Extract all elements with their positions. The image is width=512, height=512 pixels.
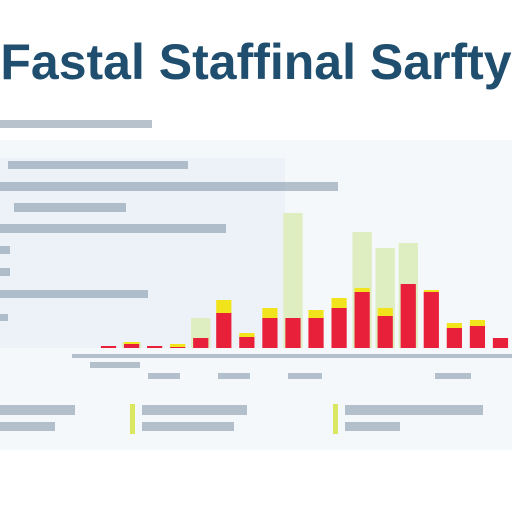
bar [170, 347, 186, 348]
background-bar [283, 213, 303, 348]
bar [308, 310, 324, 318]
bar [469, 326, 486, 348]
scribble [14, 203, 126, 212]
chart-title: Fastal Staffinal Sarfty [0, 34, 511, 90]
bar [262, 308, 278, 318]
bar [170, 344, 186, 347]
scribble [0, 290, 148, 298]
scribble [288, 373, 322, 379]
scribble [142, 422, 234, 431]
bar [446, 328, 462, 348]
bar [262, 318, 278, 348]
bar [331, 298, 347, 308]
bar [216, 313, 232, 348]
bar [377, 308, 393, 316]
scribble [0, 268, 10, 276]
scribble [72, 354, 512, 358]
bar [354, 288, 370, 292]
bar [492, 338, 509, 348]
scribble [0, 246, 10, 254]
bar [469, 320, 486, 326]
scribble [0, 182, 338, 191]
bar [377, 316, 393, 348]
bar [354, 292, 370, 348]
scribble [218, 373, 250, 379]
bar [123, 344, 140, 348]
bar [423, 290, 439, 292]
scribble [0, 314, 8, 321]
scribble [142, 405, 247, 415]
bar [285, 318, 301, 348]
scribble [0, 405, 75, 415]
bar [123, 342, 140, 344]
bar [239, 333, 255, 337]
scribble [0, 422, 55, 431]
scribble [148, 373, 180, 379]
illegible-text [0, 120, 512, 434]
bar [193, 338, 209, 348]
scribble [90, 362, 140, 368]
scribble [345, 405, 483, 415]
bar [147, 346, 163, 348]
bar [239, 337, 255, 348]
scribble [345, 422, 400, 431]
scribble [435, 373, 471, 379]
bar [331, 308, 347, 348]
scribble [0, 224, 226, 233]
scribble [8, 161, 188, 169]
bar [400, 284, 416, 348]
bar [446, 323, 462, 328]
bar [216, 300, 232, 313]
bar [308, 318, 324, 348]
legend-swatch [130, 404, 135, 434]
legend-swatch [333, 404, 338, 434]
scribble [0, 120, 152, 128]
bar [100, 346, 117, 348]
bar [423, 292, 439, 348]
